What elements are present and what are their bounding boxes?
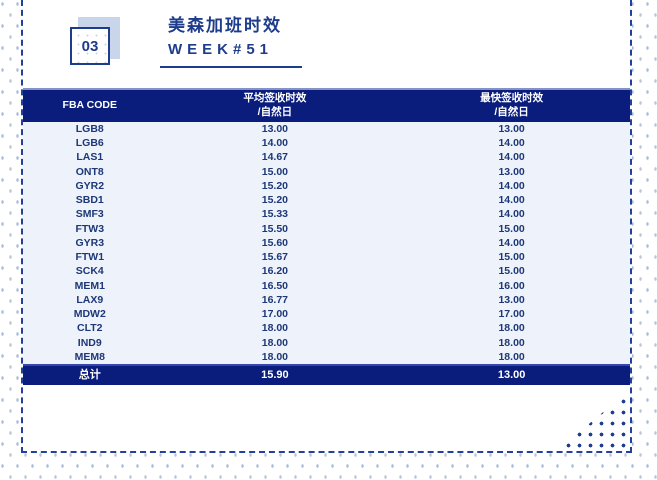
- table-header-row: FBA CODE 平均签收时效 /自然日 最快签收时效 /自然日: [23, 88, 630, 122]
- fastest-days-cell: 16.00: [498, 279, 525, 292]
- table-row: LAS1 14.67 14.00: [23, 150, 630, 164]
- fastest-days-cell: 15.00: [498, 222, 525, 235]
- fba-code-cell: LGB8: [75, 123, 104, 135]
- fastest-days-cell: 14.00: [498, 194, 525, 207]
- fba-code-cell: ONT8: [75, 165, 104, 178]
- avg-days-cell: 14.00: [261, 137, 289, 150]
- avg-days-cell: 17.00: [261, 308, 289, 321]
- corner-dots-decoration: [560, 393, 626, 448]
- table-row: SCK4 16.20 15.00: [23, 264, 630, 278]
- avg-days-cell: 16.20: [261, 265, 289, 278]
- badge-number-box: 03: [70, 27, 110, 65]
- table-total-row: 总计 15.90 13.00: [23, 363, 630, 385]
- badge-number: 03: [81, 37, 99, 55]
- table-row: MDW2 17.00 17.00: [23, 307, 630, 321]
- week-subtitle: WEEK#51: [168, 41, 274, 59]
- table-row: LAX9 16.77 13.00: [23, 293, 630, 307]
- fastest-days-cell: 13.00: [498, 293, 525, 306]
- fastest-days-cell: 18.00: [498, 336, 525, 349]
- total-fastest-days: 13.00: [497, 368, 526, 381]
- fba-code-cell: MDW2: [73, 308, 106, 321]
- table-row: FTW3 15.50 15.00: [23, 222, 630, 236]
- fba-code-cell: LGB6: [75, 137, 104, 150]
- table-row: ONT8 15.00 13.00: [23, 165, 630, 179]
- avg-days-cell: 16.50: [261, 279, 289, 292]
- fastest-days-cell: 17.00: [498, 308, 525, 321]
- fastest-days-cell: 18.00: [498, 350, 525, 363]
- table-row: MEM1 16.50 16.00: [23, 279, 630, 293]
- fastest-days-cell: 15.00: [498, 265, 525, 278]
- fba-code-cell: LAS1: [76, 151, 104, 164]
- fba-code-cell: SBD1: [75, 194, 104, 207]
- fastest-days-cell: 14.00: [498, 179, 525, 192]
- avg-days-cell: 15.60: [261, 236, 289, 249]
- title-underline: [160, 66, 302, 69]
- table-row: MEM8 18.00 18.00: [23, 350, 630, 364]
- avg-days-cell: 13.00: [261, 123, 289, 135]
- column-header-fba-code: FBA CODE: [62, 99, 117, 112]
- fba-code-cell: MEM8: [74, 350, 105, 363]
- avg-days-cell: 16.77: [261, 293, 289, 306]
- avg-days-cell: 15.20: [261, 179, 289, 192]
- fastest-days-cell: 18.00: [498, 322, 525, 335]
- fba-code-cell: FTW1: [75, 251, 105, 264]
- fba-code-cell: FTW3: [75, 222, 105, 235]
- fba-code-cell: IND9: [77, 336, 102, 349]
- fastest-days-cell: 13.00: [498, 123, 525, 135]
- table-row: SBD1 15.20 14.00: [23, 193, 630, 207]
- column-header-fastest-days: 最快签收时效 /自然日: [480, 92, 544, 118]
- total-label: 总计: [78, 368, 101, 381]
- avg-days-cell: 18.00: [261, 336, 289, 349]
- fba-code-cell: GYR2: [75, 179, 105, 192]
- content-card: 03 美森加班时效 WEEK#51 FBA CODE 平均签收时效 /自然日 最…: [21, 0, 632, 453]
- table-row: SMF3 15.33 14.00: [23, 207, 630, 221]
- timeliness-table: FBA CODE 平均签收时效 /自然日 最快签收时效 /自然日 LGB8 13.…: [23, 88, 630, 385]
- fba-code-cell: SMF3: [75, 208, 104, 221]
- avg-days-cell: 18.00: [261, 322, 289, 335]
- table-row: CLT2 18.00 18.00: [23, 321, 630, 335]
- avg-days-cell: 15.00: [261, 165, 289, 178]
- table-row: GYR3 15.60 14.00: [23, 236, 630, 250]
- column-header-avg-days: 平均签收时效 /自然日: [243, 92, 307, 118]
- fastest-days-cell: 14.00: [498, 208, 525, 221]
- fba-code-cell: GYR3: [75, 236, 105, 249]
- fastest-days-cell: 15.00: [498, 251, 525, 264]
- total-avg-days: 15.90: [261, 368, 289, 381]
- fba-code-cell: SCK4: [75, 265, 104, 278]
- table-row: LGB8 13.00 13.00: [23, 122, 630, 136]
- table-row: FTW1 15.67 15.00: [23, 250, 630, 264]
- table-row: GYR2 15.20 14.00: [23, 179, 630, 193]
- avg-days-cell: 15.50: [261, 222, 289, 235]
- fba-code-cell: LAX9: [76, 293, 104, 306]
- title-block: 美森加班时效 WEEK#51: [160, 16, 302, 69]
- avg-days-cell: 15.33: [261, 208, 289, 221]
- fastest-days-cell: 13.00: [498, 165, 525, 178]
- fastest-days-cell: 14.00: [498, 236, 525, 249]
- avg-days-cell: 14.67: [261, 151, 289, 164]
- fba-code-cell: CLT2: [77, 322, 103, 335]
- fba-code-cell: MEM1: [74, 279, 105, 292]
- table-row: LGB6 14.00 14.00: [23, 136, 630, 150]
- table-body: LGB8 13.00 13.00 LGB6 14.00 14.00 LAS1 14.67 14.…: [23, 122, 630, 364]
- fastest-days-cell: 14.00: [498, 137, 525, 150]
- fastest-days-cell: 14.00: [498, 151, 525, 164]
- page-title: 美森加班时效: [168, 16, 282, 35]
- table-row: IND9 18.00 18.00: [23, 336, 630, 350]
- avg-days-cell: 15.20: [261, 194, 289, 207]
- avg-days-cell: 15.67: [261, 251, 289, 264]
- section-number-badge: 03: [70, 17, 130, 73]
- avg-days-cell: 18.00: [261, 350, 289, 363]
